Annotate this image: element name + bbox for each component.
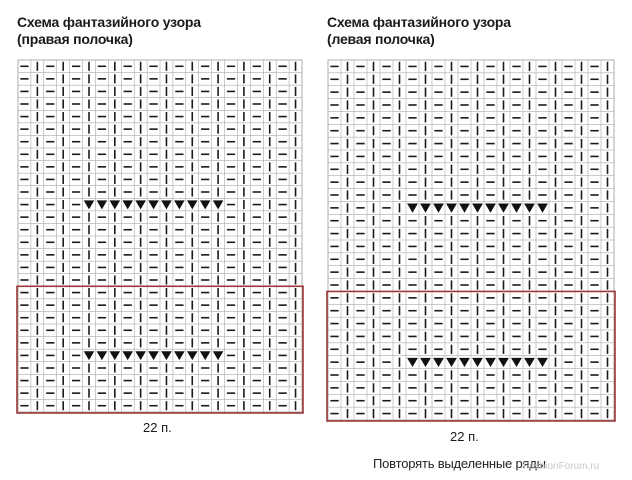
right-chart-title-line1: Схема фантазийного узора (17, 14, 201, 30)
right-decrease-symbol (212, 351, 224, 361)
right-decrease-symbol (174, 200, 185, 210)
right-decrease-symbol (174, 351, 185, 361)
left-decrease-symbol (511, 203, 522, 213)
right-decrease-symbol (135, 200, 146, 210)
left-decrease-symbol (485, 357, 496, 368)
left-decrease-symbol (524, 357, 535, 368)
left-decrease-symbol (498, 203, 509, 213)
right-decrease-symbol (186, 200, 198, 210)
right-decrease-symbol (161, 200, 172, 210)
right-decrease-symbol (122, 351, 134, 361)
right-decrease-symbol (161, 351, 172, 361)
right-decrease-symbol (109, 200, 121, 210)
right-decrease-symbol (148, 200, 159, 210)
left-decrease-symbol (446, 357, 457, 368)
right-decrease-symbol (186, 351, 198, 361)
left-decrease-symbol (420, 203, 431, 213)
left-decrease-symbol (537, 357, 548, 368)
right-decrease-symbol (109, 351, 121, 361)
left-chart-title-line1: Схема фантазийного узора (327, 14, 511, 30)
left-decrease-symbol (433, 203, 444, 213)
left-repeat-frame (326, 290, 616, 422)
left-decrease-symbol (420, 357, 431, 368)
left-decrease-symbol (407, 357, 418, 368)
watermark: FashionForum.ru (523, 461, 600, 472)
right-decrease-symbol (212, 200, 224, 210)
left-decrease-symbol (459, 357, 470, 368)
right-chart-title-line2: (правая полочка) (17, 31, 133, 47)
left-decrease-symbol (472, 357, 483, 368)
right-decrease-symbol (199, 200, 211, 210)
left-decrease-symbol (498, 357, 509, 368)
left-decrease-symbol (407, 203, 418, 213)
left-stitch-count-label: 22 п. (450, 429, 479, 444)
left-chart-title-line2: (левая полочка) (327, 31, 435, 47)
left-decrease-symbol (511, 357, 522, 368)
right-decrease-symbol (96, 351, 108, 361)
left-decrease-symbol (537, 203, 548, 213)
right-decrease-symbol (83, 200, 95, 210)
repeat-rows-note: Повторять выделенные ряды (373, 456, 546, 471)
right-repeat-frame (16, 285, 304, 414)
left-decrease-symbol (459, 203, 470, 213)
right-decrease-symbol (148, 351, 159, 361)
right-decrease-symbol (96, 200, 108, 210)
left-decrease-symbol (472, 203, 483, 213)
right-decrease-symbol (122, 200, 134, 210)
left-decrease-symbol (446, 203, 457, 213)
left-decrease-symbol (433, 357, 444, 368)
right-decrease-symbol (135, 351, 146, 361)
left-decrease-symbol (524, 203, 535, 213)
right-chart-title: Схема фантазийного узора (правая полочка… (17, 14, 201, 48)
right-decrease-symbol (83, 351, 95, 361)
right-stitch-count-label: 22 п. (143, 420, 172, 435)
left-chart-title: Схема фантазийного узора (левая полочка) (327, 14, 511, 48)
left-decrease-symbol (485, 203, 496, 213)
right-decrease-symbol (199, 351, 211, 361)
